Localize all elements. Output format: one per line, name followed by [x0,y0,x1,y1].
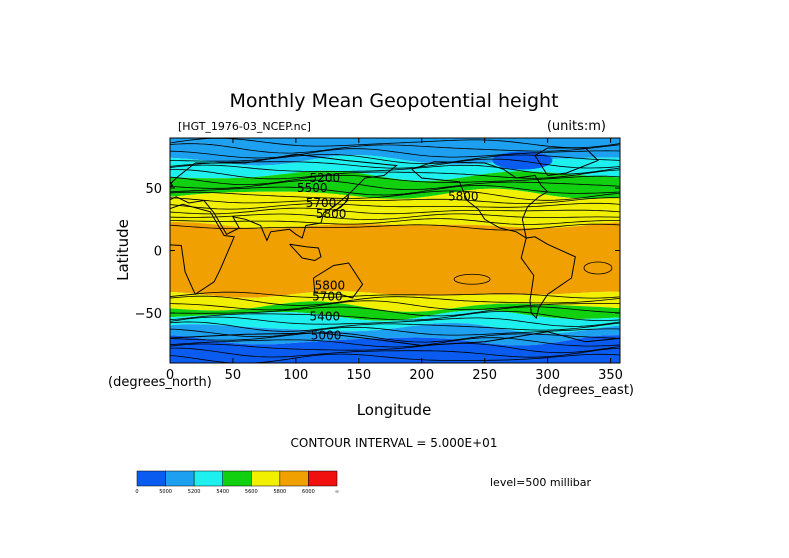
contour-line [170,138,620,149]
colorbar-swatch [165,470,195,487]
color-band-5 [170,206,620,229]
contour-loop [583,261,613,275]
colorbar-label: 0 [135,489,138,495]
contour-line [170,148,620,159]
contour-label: 5700 [312,290,343,304]
units-label: (units:m) [547,119,606,134]
color-band-7 [170,291,620,312]
europe-asia-coastline [170,153,398,242]
colorbar-swatch [251,470,281,487]
level-label: level=500 millibar [490,476,592,489]
colorbar-swatch [193,470,223,487]
contour-line [170,213,620,220]
deep-low-region [492,151,553,170]
indonesia-coastline [289,243,322,262]
contour-line [170,218,620,225]
contour-line [170,353,620,363]
contour-label: 5800 [315,278,346,292]
contour-line [170,337,620,348]
color-band-4 [170,188,620,213]
colorbar-label: 6000 [302,489,315,495]
contour-line [170,197,620,205]
contour-label: 5400 [310,310,341,324]
south-america-coastline [520,236,576,319]
x-tick-label: 50 [225,368,242,383]
x-tick-label: 250 [472,368,497,383]
japan-coastline [333,195,350,213]
contour-line [170,306,620,317]
contour-loop [453,273,491,285]
coastlines [170,147,620,347]
contour-lines [170,138,620,363]
contour-line [170,295,620,306]
colorbar-label: 5800 [273,489,286,495]
y-tick-label: 50 [145,182,162,197]
colorbar-swatch [279,470,309,487]
contour-line [170,202,620,210]
y-tick-label: 0 [154,245,162,260]
x-axis-label: Longitude [357,401,432,419]
contour-line [170,190,620,201]
contour-label: 5000 [311,328,342,342]
x-tick-label: 200 [409,368,434,383]
contour-line [170,185,620,196]
colorbar-label: 5000 [159,489,172,495]
colorbar-label: 5600 [245,489,258,495]
antarctica-coastline [170,331,620,347]
contour-line [170,347,620,358]
x-tick-label: 300 [535,368,560,383]
colorbar: 0 5000 5200 5400 5600 5800 6000 ∞ [135,470,339,495]
x-tick-label: 350 [598,368,623,383]
y-tick-label: −50 [135,307,162,322]
chart-title: Monthly Mean Geopotential height [229,90,558,112]
contour-line [170,158,620,169]
colorbar-swatch [136,470,166,487]
contour-label: 5800 [448,190,479,204]
x-units-label: (degrees_east) [537,383,634,398]
africa-coastline [170,203,235,296]
colorbar-swatch [308,470,338,487]
north-america-coastline [411,161,549,240]
x-axis-ticks: 0 50 100 150 200 250 300 350 [166,138,623,383]
contour-interval-label: CONTOUR INTERVAL = 5.000E+01 [291,436,498,450]
contour-line [170,169,620,180]
contour-line [170,179,620,190]
contour-line [170,326,620,338]
contour-line [170,174,620,185]
color-band-8 [170,301,620,321]
contour-line [170,300,620,311]
contour-line [170,332,620,343]
y-units-label: (degrees_north) [108,375,212,390]
y-axis-ticks: −50 0 50 [135,182,620,322]
contour-line [170,316,620,327]
color-band-9 [170,310,620,334]
x-tick-label: 100 [283,368,308,383]
colorbar-label: 5400 [216,489,229,495]
contour-line [170,143,620,154]
y-axis-label: Latitude [114,219,132,281]
contour-line [170,321,620,332]
contour-line [170,291,620,299]
contour-label: 5200 [310,171,341,185]
contour-line [170,154,620,165]
greenland-coastline [534,147,599,176]
x-tick-label: 0 [166,368,174,383]
contour-label: 5800 [316,207,347,221]
colorbar-swatch [222,470,252,487]
contour-line [170,310,620,321]
contour-label: 5700 [306,196,337,210]
contour-label: 5500 [297,181,328,195]
file-name-label: [HGT_1976-03_NCEP.nc] [178,120,311,133]
contour-line [170,207,620,215]
x-tick-label: 150 [346,368,371,383]
australia-coastline [313,262,364,299]
colorbar-label: 5200 [188,489,201,495]
colorbar-label: ∞ [335,489,339,495]
color-band-6 [170,222,620,298]
contour-line [170,343,620,354]
